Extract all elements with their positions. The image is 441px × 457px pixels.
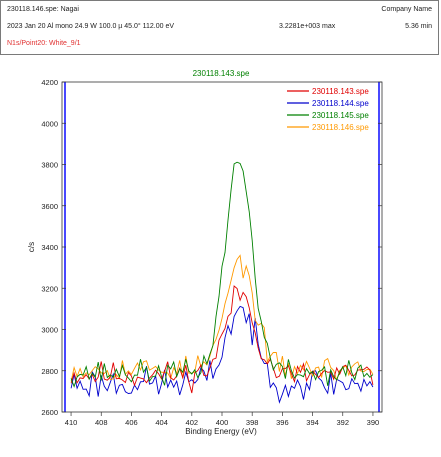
series-line-2 xyxy=(70,305,374,404)
legend-label: 230118.145.spe xyxy=(312,111,369,120)
y-tick-label: 3400 xyxy=(41,243,58,252)
series-line-4 xyxy=(70,254,374,382)
y-tick-label: 2800 xyxy=(41,367,58,376)
max-counts: 3.2281e+003 max xyxy=(279,23,336,30)
series-line-1 xyxy=(70,285,374,394)
x-axis-label: Binding Energy (eV) xyxy=(185,427,257,436)
legend: 230118.143.spe 230118.144.spe 230118.145.s… xyxy=(287,87,369,132)
y-tick-label: 3200 xyxy=(41,284,58,293)
y-tick-label: 2600 xyxy=(41,408,58,417)
x-tick-label: 390 xyxy=(367,418,380,427)
y-tick-label: 4000 xyxy=(41,119,58,128)
y-tick-label: 3600 xyxy=(41,202,58,211)
x-tick-label: 410 xyxy=(65,418,78,427)
y-tick-label: 3000 xyxy=(41,326,58,335)
company-name: Company Name xyxy=(381,6,432,13)
x-tick-label: 404 xyxy=(155,418,168,427)
y-axis-label: c/s xyxy=(27,242,36,252)
legend-label: 230118.144.spe xyxy=(312,99,369,108)
file-line: 230118.146.spe: Nagai xyxy=(7,6,79,13)
acquisition-time: 5.36 min xyxy=(405,23,432,30)
chart-title: 230118.143.spe xyxy=(193,69,250,78)
x-tick-label: 406 xyxy=(125,418,138,427)
acquisition-line: 2023 Jan 20 Al mono 24.9 W 100.0 µ 45.0°… xyxy=(7,23,175,30)
region-line: N1s/Point20: White_9/1 xyxy=(7,40,81,47)
x-tick-label: 394 xyxy=(306,418,319,427)
spectrum-header: 230118.146.spe: Nagai Company Name 2023 … xyxy=(0,0,439,55)
legend-label: 230118.143.spe xyxy=(312,87,369,96)
series-line-3 xyxy=(70,161,374,388)
x-tick-label: 392 xyxy=(336,418,349,427)
x-tick-label: 398 xyxy=(246,418,259,427)
x-tick-label: 396 xyxy=(276,418,289,427)
series-layer xyxy=(70,161,374,404)
x-axis: 410 408 406 404 402 400 398 396 394 392 390 xyxy=(65,412,379,427)
x-tick-label: 402 xyxy=(186,418,199,427)
x-tick-label: 400 xyxy=(216,418,229,427)
spectrum-chart: 230118.143.spe 2600 2800 3000 3200 3400 3600 3… xyxy=(27,69,383,436)
y-tick-label: 3800 xyxy=(41,161,58,170)
x-tick-label: 408 xyxy=(95,418,108,427)
y-tick-label: 4200 xyxy=(41,78,58,87)
legend-label: 230118.146.spe xyxy=(312,123,369,132)
y-axis: 2600 2800 3000 3200 3400 3600 3800 4000 4200 xyxy=(41,78,382,417)
